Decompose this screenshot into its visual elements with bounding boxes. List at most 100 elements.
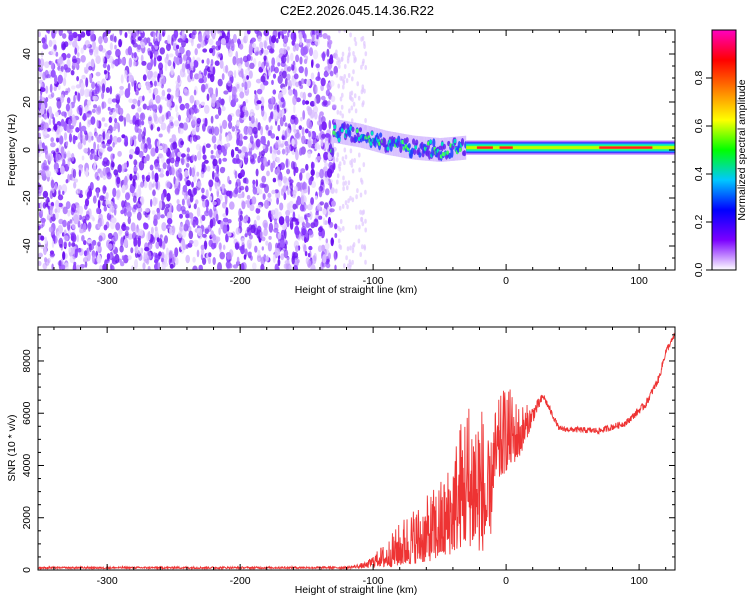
- trace-core: [397, 135, 401, 143]
- noise-speckle: [260, 135, 266, 145]
- noise-speckle: [117, 150, 122, 157]
- noise-speckle: [106, 172, 112, 180]
- noise-speckle: [80, 223, 84, 231]
- noise-speckle: [193, 203, 197, 210]
- noise-speckle: [303, 58, 308, 64]
- noise-speckle: [198, 73, 203, 80]
- noise-speckle: [258, 151, 262, 157]
- noise-speckle: [121, 57, 126, 66]
- noise-speckle: [40, 170, 46, 177]
- noise-speckle: [147, 265, 151, 270]
- noise-speckle: [257, 249, 261, 256]
- noise-speckle: [296, 259, 300, 264]
- noise-speckle: [174, 247, 179, 258]
- noise-speckle: [106, 253, 111, 260]
- noise-speckle: [158, 145, 163, 150]
- noise-speckle: [333, 65, 339, 75]
- noise-speckle: [147, 143, 152, 150]
- noise-speckle: [343, 263, 346, 269]
- noise-speckle: [123, 254, 129, 264]
- noise-speckle: [170, 121, 174, 127]
- noise-speckle: [146, 154, 150, 162]
- trace-peak: [386, 146, 390, 151]
- noise-speckle: [252, 262, 257, 270]
- noise-speckle: [93, 141, 96, 151]
- noise-speckle: [240, 262, 245, 270]
- noise-speckle: [335, 188, 338, 194]
- noise-speckle: [131, 39, 135, 45]
- noise-speckle: [69, 102, 72, 113]
- noise-speckle: [127, 46, 133, 56]
- noise-speckle: [339, 110, 342, 116]
- noise-speckle: [201, 164, 207, 173]
- noise-speckle: [316, 156, 322, 161]
- noise-speckle: [69, 256, 76, 264]
- trace-halo: [461, 136, 463, 160]
- noise-speckle: [219, 59, 224, 69]
- noise-speckle: [110, 160, 115, 171]
- noise-speckle: [280, 97, 285, 103]
- noise-speckle: [50, 69, 56, 78]
- noise-speckle: [197, 227, 203, 237]
- noise-speckle: [310, 72, 315, 80]
- noise-speckle: [72, 31, 78, 39]
- noise-speckle: [168, 53, 174, 58]
- noise-speckle: [181, 198, 185, 206]
- noise-speckle: [113, 35, 117, 43]
- noise-speckle: [132, 135, 137, 141]
- noise-speckle: [159, 47, 165, 55]
- noise-speckle: [308, 230, 314, 236]
- spectrogram-y-label: Frequency (Hz): [6, 114, 18, 186]
- noise-speckle: [335, 55, 339, 61]
- noise-speckle: [252, 186, 258, 195]
- noise-speckle: [88, 61, 91, 68]
- noise-speckle: [182, 122, 188, 131]
- noise-speckle: [54, 74, 58, 85]
- noise-speckle: [158, 77, 163, 88]
- noise-speckle: [248, 242, 252, 250]
- colorbar: 0.0 0.2 0.4 0.6 0.8 Normalized spectral ampl…: [693, 29, 748, 278]
- noise-speckle: [282, 35, 289, 44]
- noise-speckle: [328, 41, 332, 50]
- noise-speckle: [325, 262, 331, 269]
- noise-speckle: [184, 89, 190, 97]
- noise-speckle: [310, 168, 315, 177]
- noise-speckle: [98, 44, 104, 52]
- noise-speckle: [40, 217, 46, 223]
- noise-speckle: [80, 87, 85, 97]
- spectrogram-x-label: Height of straight line (km): [295, 284, 418, 296]
- noise-speckle: [137, 99, 141, 107]
- noise-speckle: [303, 244, 307, 253]
- noise-speckle: [361, 221, 365, 227]
- noise-speckle: [200, 101, 206, 106]
- noise-speckle: [257, 155, 261, 164]
- noise-speckle: [139, 228, 144, 236]
- x-tick-label: -100: [363, 575, 384, 587]
- noise-speckle: [352, 51, 355, 56]
- noise-speckle: [250, 224, 256, 234]
- noise-speckle: [90, 149, 96, 160]
- noise-speckle: [42, 190, 49, 198]
- noise-speckle: [247, 251, 252, 256]
- noise-speckle: [346, 246, 350, 252]
- noise-speckle: [315, 30, 321, 37]
- noise-speckle: [58, 56, 64, 65]
- trace-core: [412, 138, 416, 145]
- noise-speckle: [123, 207, 128, 217]
- noise-speckle: [157, 262, 161, 270]
- noise-speckle: [241, 200, 246, 210]
- noise-speckle: [259, 41, 264, 50]
- noise-speckle: [335, 49, 338, 55]
- noise-speckle: [260, 96, 265, 107]
- noise-speckle: [204, 228, 209, 235]
- noise-speckle: [327, 100, 331, 106]
- noise-speckle: [280, 55, 287, 64]
- noise-speckle: [158, 133, 163, 138]
- noise-speckle: [78, 214, 83, 221]
- colorbar-tick-label: 0.6: [693, 119, 705, 134]
- colorbar-tick-label: 0.0: [693, 263, 705, 278]
- noise-speckle: [202, 154, 207, 160]
- noise-speckle: [202, 233, 207, 238]
- noise-speckle: [96, 175, 100, 181]
- noise-speckle: [257, 122, 261, 131]
